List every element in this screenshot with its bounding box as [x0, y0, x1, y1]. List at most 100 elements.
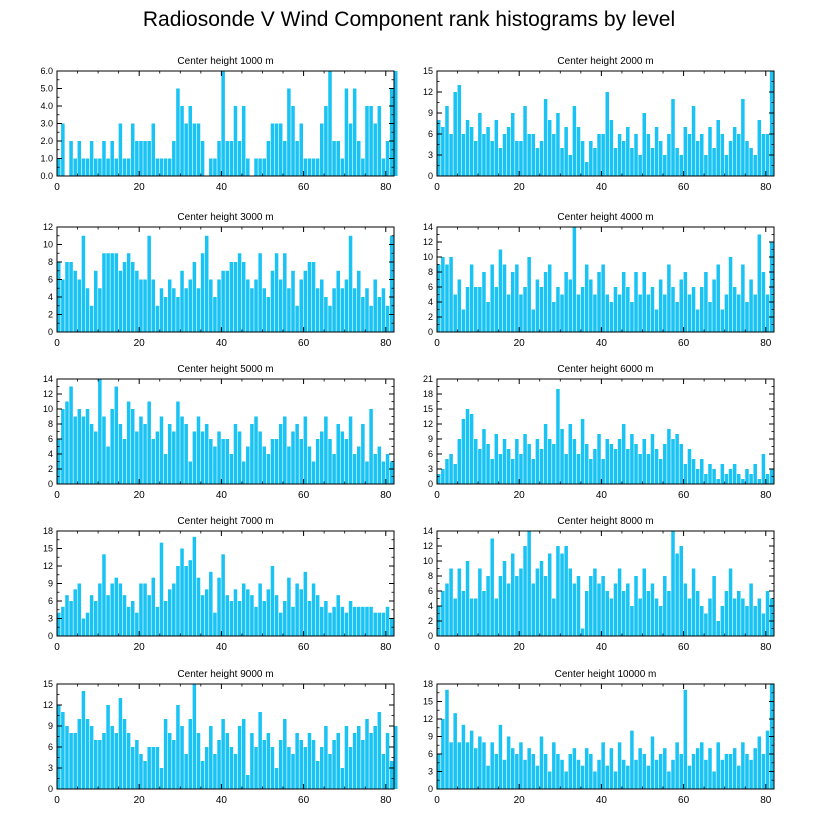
histogram-bar	[118, 583, 123, 636]
histogram-bar	[761, 272, 766, 332]
histogram-bar	[118, 270, 123, 332]
y-tick-label: 18	[423, 389, 433, 399]
histogram-bar	[757, 120, 762, 176]
histogram-bar	[716, 742, 720, 789]
y-tick-label: 3.0	[40, 119, 53, 129]
histogram-bar	[757, 234, 762, 332]
histogram-bar	[613, 148, 618, 176]
histogram-bar	[324, 416, 328, 484]
histogram-bar	[135, 141, 139, 176]
histogram-bar	[159, 416, 164, 484]
panel-title: Center height 2000 m	[557, 56, 653, 67]
histogram-bar	[365, 606, 369, 636]
histogram-bar	[506, 127, 511, 176]
histogram-bar	[361, 297, 365, 332]
histogram-bar	[126, 733, 131, 789]
histogram-bar	[465, 120, 470, 176]
y-tick-label: 4	[48, 292, 53, 302]
histogram-bar	[369, 606, 373, 636]
histogram-bar	[139, 754, 143, 789]
histogram-bar	[381, 158, 386, 176]
histogram-bar	[209, 439, 213, 484]
histogram-bar	[266, 297, 271, 332]
histogram-bar	[724, 474, 729, 484]
histogram-bar	[93, 158, 98, 176]
histogram-bar	[638, 454, 642, 484]
histogram-bar	[700, 287, 704, 332]
histogram-bar	[311, 461, 316, 484]
histogram-bar	[250, 595, 254, 636]
histogram-bar	[749, 474, 753, 484]
histogram-bar	[192, 431, 197, 484]
histogram-bar	[589, 459, 593, 484]
x-tick-label: 40	[216, 490, 228, 501]
histogram-bar	[291, 606, 295, 636]
histogram-bar	[122, 719, 127, 789]
histogram-bar	[167, 733, 172, 789]
histogram-bar	[381, 288, 386, 332]
histogram-bar	[262, 158, 266, 176]
y-tick-label: 2	[48, 464, 53, 474]
histogram-bar	[110, 253, 114, 332]
histogram-bar	[457, 439, 462, 484]
histogram-bar	[650, 583, 655, 636]
histogram-bar	[523, 546, 527, 636]
panel-title: Center height 5000 m	[177, 364, 273, 375]
histogram-bar	[552, 598, 556, 636]
histogram-bar	[196, 123, 201, 176]
histogram-bar	[114, 253, 119, 332]
histogram-bar	[328, 754, 332, 789]
histogram-bar	[188, 106, 193, 176]
x-tick-label: 80	[760, 490, 772, 501]
histogram-bar	[663, 155, 667, 176]
histogram-bar	[482, 134, 486, 176]
x-tick-label: 60	[298, 642, 310, 653]
histogram-bar	[704, 474, 708, 484]
histogram-bar	[523, 759, 527, 789]
histogram-bar	[695, 748, 700, 789]
histogram-bar	[584, 748, 589, 789]
histogram-bar	[188, 461, 193, 484]
y-tick-label: 9	[48, 579, 53, 589]
histogram-bar	[449, 742, 453, 789]
histogram-bar	[324, 601, 328, 636]
histogram-bar	[519, 742, 523, 789]
histogram-bar	[135, 740, 139, 789]
histogram-bar	[328, 71, 332, 176]
histogram-bar	[769, 598, 774, 636]
x-tick-label: 40	[596, 490, 608, 501]
histogram-bar	[593, 294, 597, 332]
histogram-bar	[225, 439, 230, 484]
histogram-bar	[560, 429, 564, 484]
histogram-bar	[73, 416, 77, 484]
histogram-bar	[445, 689, 449, 789]
x-tick-label: 0	[434, 182, 440, 193]
histogram-bar	[176, 705, 180, 789]
histogram-bar	[593, 568, 597, 636]
histogram-bar	[147, 235, 151, 332]
histogram-bar	[658, 141, 663, 176]
histogram-bar	[609, 302, 614, 332]
histogram-bar	[176, 566, 180, 636]
x-tick-label: 60	[678, 642, 690, 653]
histogram-bar	[287, 577, 291, 636]
histogram-bar	[691, 287, 696, 332]
histogram-bar	[601, 134, 605, 176]
histogram-bar	[630, 148, 634, 176]
histogram-bar	[552, 742, 556, 789]
histogram-bar	[303, 747, 308, 789]
histogram-bar	[519, 454, 523, 484]
histogram-bar	[77, 583, 82, 636]
histogram-bar	[510, 748, 515, 789]
y-tick-label: 6	[48, 275, 53, 285]
histogram-bar	[241, 262, 246, 332]
histogram-bar	[564, 127, 568, 176]
histogram-bar	[642, 754, 646, 789]
x-tick-label: 60	[298, 338, 310, 349]
histogram-bar	[478, 736, 482, 789]
histogram-bar	[572, 227, 577, 332]
histogram-bar	[209, 158, 213, 176]
histogram-bar	[469, 414, 474, 484]
histogram-bar	[217, 431, 221, 484]
y-tick-label: 15	[423, 66, 433, 76]
